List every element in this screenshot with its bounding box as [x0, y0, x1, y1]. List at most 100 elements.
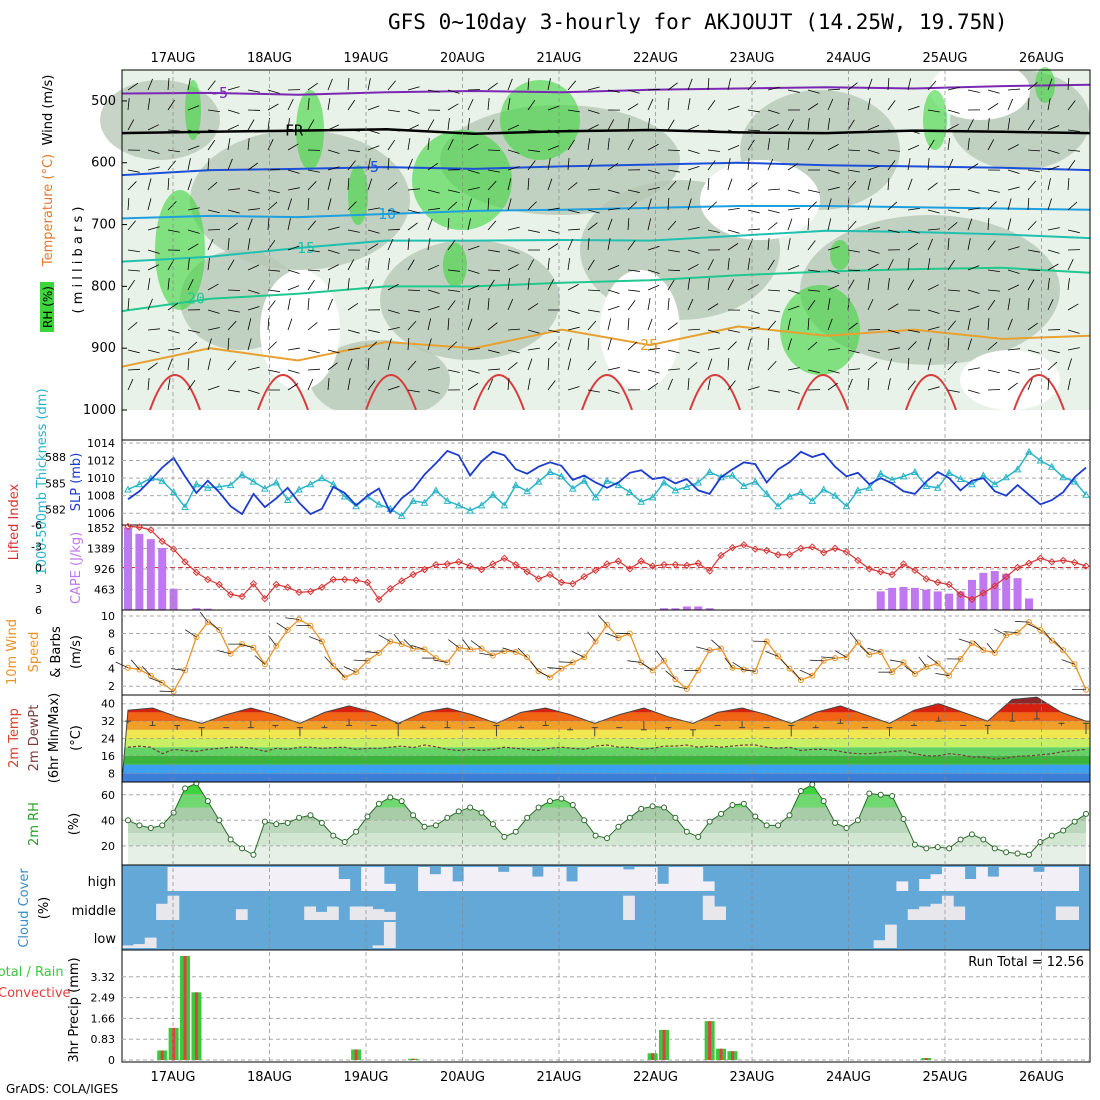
wind-barb: [847, 169, 860, 173]
wind-barb: [127, 119, 135, 131]
wind-barb: [707, 149, 720, 152]
wind-barb: [447, 289, 460, 292]
wind-barb: [967, 189, 980, 194]
wind-speed-point: [797, 677, 804, 684]
wind-barb: [327, 124, 340, 131]
temperature-outline: [121, 696, 1091, 783]
wind-barb: [647, 318, 653, 331]
wind-barb: [587, 289, 601, 292]
wind-barb: [447, 218, 450, 231]
rh-band: [128, 845, 1086, 865]
wind-barb: [387, 338, 392, 351]
precip-tick-label: 0: [108, 1054, 115, 1067]
rh-point: [159, 822, 166, 829]
wind-speed-point: [661, 657, 668, 664]
cloud-bar: [714, 906, 726, 920]
wind-speed-point: [341, 674, 348, 681]
wind-barb: [787, 338, 792, 351]
thickness-point: [523, 487, 532, 495]
lifted-index-point: [865, 565, 874, 573]
wind-barb: [307, 181, 317, 191]
wind-barb: [327, 78, 333, 91]
wind-barb: [327, 362, 338, 371]
wind-barb: [1067, 100, 1076, 111]
rh-point: [296, 814, 303, 821]
wind-barb: [287, 245, 300, 251]
wind-barb: [427, 338, 432, 351]
wind-barb: [407, 158, 413, 171]
slp-line: [127, 449, 1087, 516]
wind-barb: [547, 105, 560, 111]
wind-barb: [167, 329, 180, 334]
wind-barb: [607, 138, 610, 151]
wind-barb: [587, 109, 600, 114]
wind-barb: [207, 238, 214, 251]
day-label-bottom: 17AUG: [150, 1070, 195, 1085]
wind-barb: [767, 109, 780, 114]
rh-gray-area: [310, 340, 450, 420]
thickness-point: [876, 469, 885, 477]
rh-axis-label: 2m RH: [27, 802, 42, 846]
wind-barb: [799, 669, 813, 677]
wind-barb: [324, 656, 334, 667]
wind-barb: [507, 249, 520, 254]
temperature-band: [122, 747, 1090, 756]
precip-convective-bar: [194, 992, 198, 1060]
rh-point: [649, 803, 656, 810]
wind-barb: [547, 358, 550, 371]
wind-barb: [507, 98, 511, 111]
wind-barb: [1067, 259, 1074, 271]
wind-barb: [727, 258, 730, 271]
wind-barb: [1027, 220, 1037, 231]
cloud-bar: [201, 867, 214, 891]
wind-barb: [433, 659, 448, 663]
pressure-tick-label: 600: [91, 156, 116, 171]
wind-barb: [707, 378, 711, 391]
thickness-point: [785, 492, 794, 500]
wind-barb: [627, 218, 630, 231]
wind-barb: [487, 378, 494, 391]
lifted-index-point: [694, 559, 702, 567]
cape-bar: [694, 606, 703, 610]
wind-speed-point: [923, 663, 930, 670]
cloud-bar: [702, 881, 715, 891]
wind-barb: [1067, 278, 1070, 291]
cloud-bar: [463, 867, 476, 891]
rh-point: [261, 818, 268, 825]
wind-barb: [187, 158, 191, 171]
rh-point: [934, 844, 941, 851]
wind-axis-label: Wind (m/s): [41, 75, 56, 146]
pressure-tick-label: 800: [91, 279, 116, 294]
wind-barb: [627, 240, 636, 251]
wind-barb: [347, 78, 350, 91]
wind-barb: [807, 103, 819, 111]
thickness-point: [854, 486, 862, 494]
wind-tick-label: 6: [108, 645, 115, 658]
lifted-index-point: [1013, 563, 1022, 572]
rh-tick-label: 20: [101, 840, 115, 853]
thickness-point: [181, 503, 189, 511]
wind-barb: [727, 145, 740, 151]
wind-barb: [447, 201, 458, 211]
wind-barb: [647, 269, 660, 274]
lifted-index-point: [762, 546, 771, 555]
wind-barb: [747, 309, 760, 314]
rh-point: [467, 804, 474, 811]
thickness-point: [192, 480, 201, 488]
wind-barb: [487, 298, 490, 311]
precip-convective-bar: [730, 1051, 734, 1060]
lifted-index-point: [842, 548, 851, 556]
wind-barb: [147, 278, 151, 291]
wind-axis-label: (m/s): [69, 635, 84, 669]
wind-barb: [567, 309, 580, 314]
surface-contour: [581, 374, 633, 411]
wind-barb: [867, 647, 881, 653]
wind-barb: [527, 160, 536, 171]
wind-barb: [687, 249, 700, 254]
wind-barb: [367, 207, 380, 211]
wind-barb: [927, 182, 938, 191]
lifted-index-point: [648, 562, 657, 570]
cloud-bar: [885, 924, 897, 948]
wind-barb: [647, 245, 660, 251]
isotherm-line: [121, 205, 1091, 220]
